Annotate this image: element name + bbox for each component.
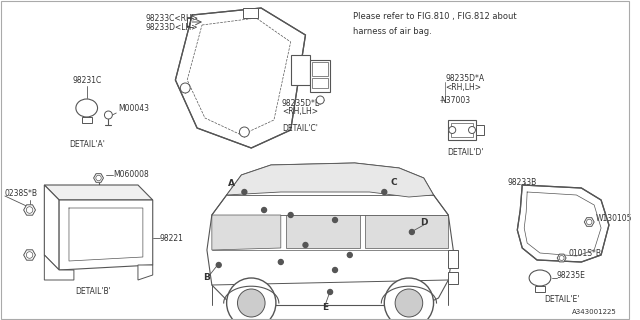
Circle shape bbox=[384, 278, 433, 320]
Text: E: E bbox=[322, 303, 328, 313]
Text: C: C bbox=[391, 178, 397, 187]
Bar bbox=[291, 55, 310, 85]
Polygon shape bbox=[175, 8, 305, 148]
Circle shape bbox=[333, 218, 337, 222]
Text: <RH,LH>: <RH,LH> bbox=[445, 83, 481, 92]
Bar bbox=[476, 125, 484, 135]
Polygon shape bbox=[584, 218, 594, 226]
Polygon shape bbox=[24, 250, 35, 260]
Polygon shape bbox=[212, 215, 281, 250]
Circle shape bbox=[26, 252, 33, 258]
Circle shape bbox=[410, 229, 414, 235]
Text: N37003: N37003 bbox=[440, 95, 470, 105]
Bar bbox=[312, 62, 328, 76]
Text: <RH,LH>: <RH,LH> bbox=[282, 107, 319, 116]
Polygon shape bbox=[93, 174, 104, 182]
Circle shape bbox=[586, 219, 592, 225]
Text: A: A bbox=[228, 179, 235, 188]
Text: 0238S*B: 0238S*B bbox=[5, 188, 38, 197]
Text: 0101S*B: 0101S*B bbox=[568, 250, 602, 259]
Circle shape bbox=[242, 189, 247, 195]
Polygon shape bbox=[24, 205, 35, 215]
Circle shape bbox=[180, 83, 190, 93]
Polygon shape bbox=[557, 254, 566, 262]
Bar bbox=[82, 117, 92, 123]
Circle shape bbox=[449, 126, 456, 133]
Bar bbox=[310, 60, 330, 92]
Circle shape bbox=[348, 252, 352, 258]
Circle shape bbox=[559, 256, 564, 260]
Text: DETAIL'D': DETAIL'D' bbox=[447, 148, 483, 156]
Text: 98221: 98221 bbox=[159, 234, 184, 243]
Text: 98233D<LH>: 98233D<LH> bbox=[146, 22, 198, 31]
Bar bbox=[451, 123, 473, 137]
Ellipse shape bbox=[76, 99, 97, 117]
Text: 98231C: 98231C bbox=[72, 76, 101, 85]
Polygon shape bbox=[285, 215, 360, 248]
Text: A343001225: A343001225 bbox=[572, 309, 617, 315]
Text: DETAIL'E': DETAIL'E' bbox=[544, 295, 579, 305]
Circle shape bbox=[262, 207, 266, 212]
Polygon shape bbox=[59, 200, 153, 270]
Text: Please refer to FIG.810 , FIG.812 about
harness of air bag.: Please refer to FIG.810 , FIG.812 about … bbox=[353, 12, 516, 36]
Text: M060008: M060008 bbox=[113, 170, 149, 179]
Circle shape bbox=[278, 260, 284, 265]
Bar bbox=[449, 250, 458, 268]
Bar bbox=[535, 286, 545, 292]
Text: 98233B: 98233B bbox=[508, 178, 537, 187]
Bar bbox=[312, 78, 328, 88]
Polygon shape bbox=[365, 215, 449, 248]
Circle shape bbox=[303, 243, 308, 247]
Ellipse shape bbox=[529, 270, 551, 286]
Bar bbox=[449, 272, 458, 284]
Text: W130105: W130105 bbox=[596, 213, 632, 222]
Text: 98235E: 98235E bbox=[557, 271, 586, 281]
Bar bbox=[243, 8, 258, 18]
Bar bbox=[449, 120, 476, 140]
Circle shape bbox=[468, 126, 476, 133]
Text: DETAIL'B': DETAIL'B' bbox=[76, 287, 111, 297]
Text: DETAIL'A': DETAIL'A' bbox=[68, 140, 105, 149]
Text: D: D bbox=[420, 218, 428, 227]
Polygon shape bbox=[138, 265, 153, 280]
Text: 98235D*B: 98235D*B bbox=[281, 99, 320, 108]
Circle shape bbox=[316, 96, 324, 104]
Circle shape bbox=[333, 268, 337, 273]
Circle shape bbox=[96, 175, 101, 181]
Circle shape bbox=[239, 127, 250, 137]
Circle shape bbox=[237, 289, 265, 317]
Polygon shape bbox=[227, 163, 433, 197]
Text: M00043: M00043 bbox=[118, 103, 149, 113]
Circle shape bbox=[395, 289, 422, 317]
Circle shape bbox=[288, 212, 293, 218]
Text: DETAIL'C': DETAIL'C' bbox=[283, 124, 319, 132]
Text: B: B bbox=[204, 274, 211, 283]
Polygon shape bbox=[517, 185, 609, 262]
Text: 98235D*A: 98235D*A bbox=[445, 74, 484, 83]
Circle shape bbox=[26, 207, 33, 213]
Circle shape bbox=[104, 111, 113, 119]
Circle shape bbox=[382, 189, 387, 195]
Circle shape bbox=[216, 262, 221, 268]
Circle shape bbox=[328, 290, 333, 294]
Polygon shape bbox=[44, 185, 59, 270]
Polygon shape bbox=[44, 185, 153, 200]
Polygon shape bbox=[44, 255, 74, 280]
Text: 98233C<RH>: 98233C<RH> bbox=[146, 13, 199, 22]
Circle shape bbox=[227, 278, 276, 320]
